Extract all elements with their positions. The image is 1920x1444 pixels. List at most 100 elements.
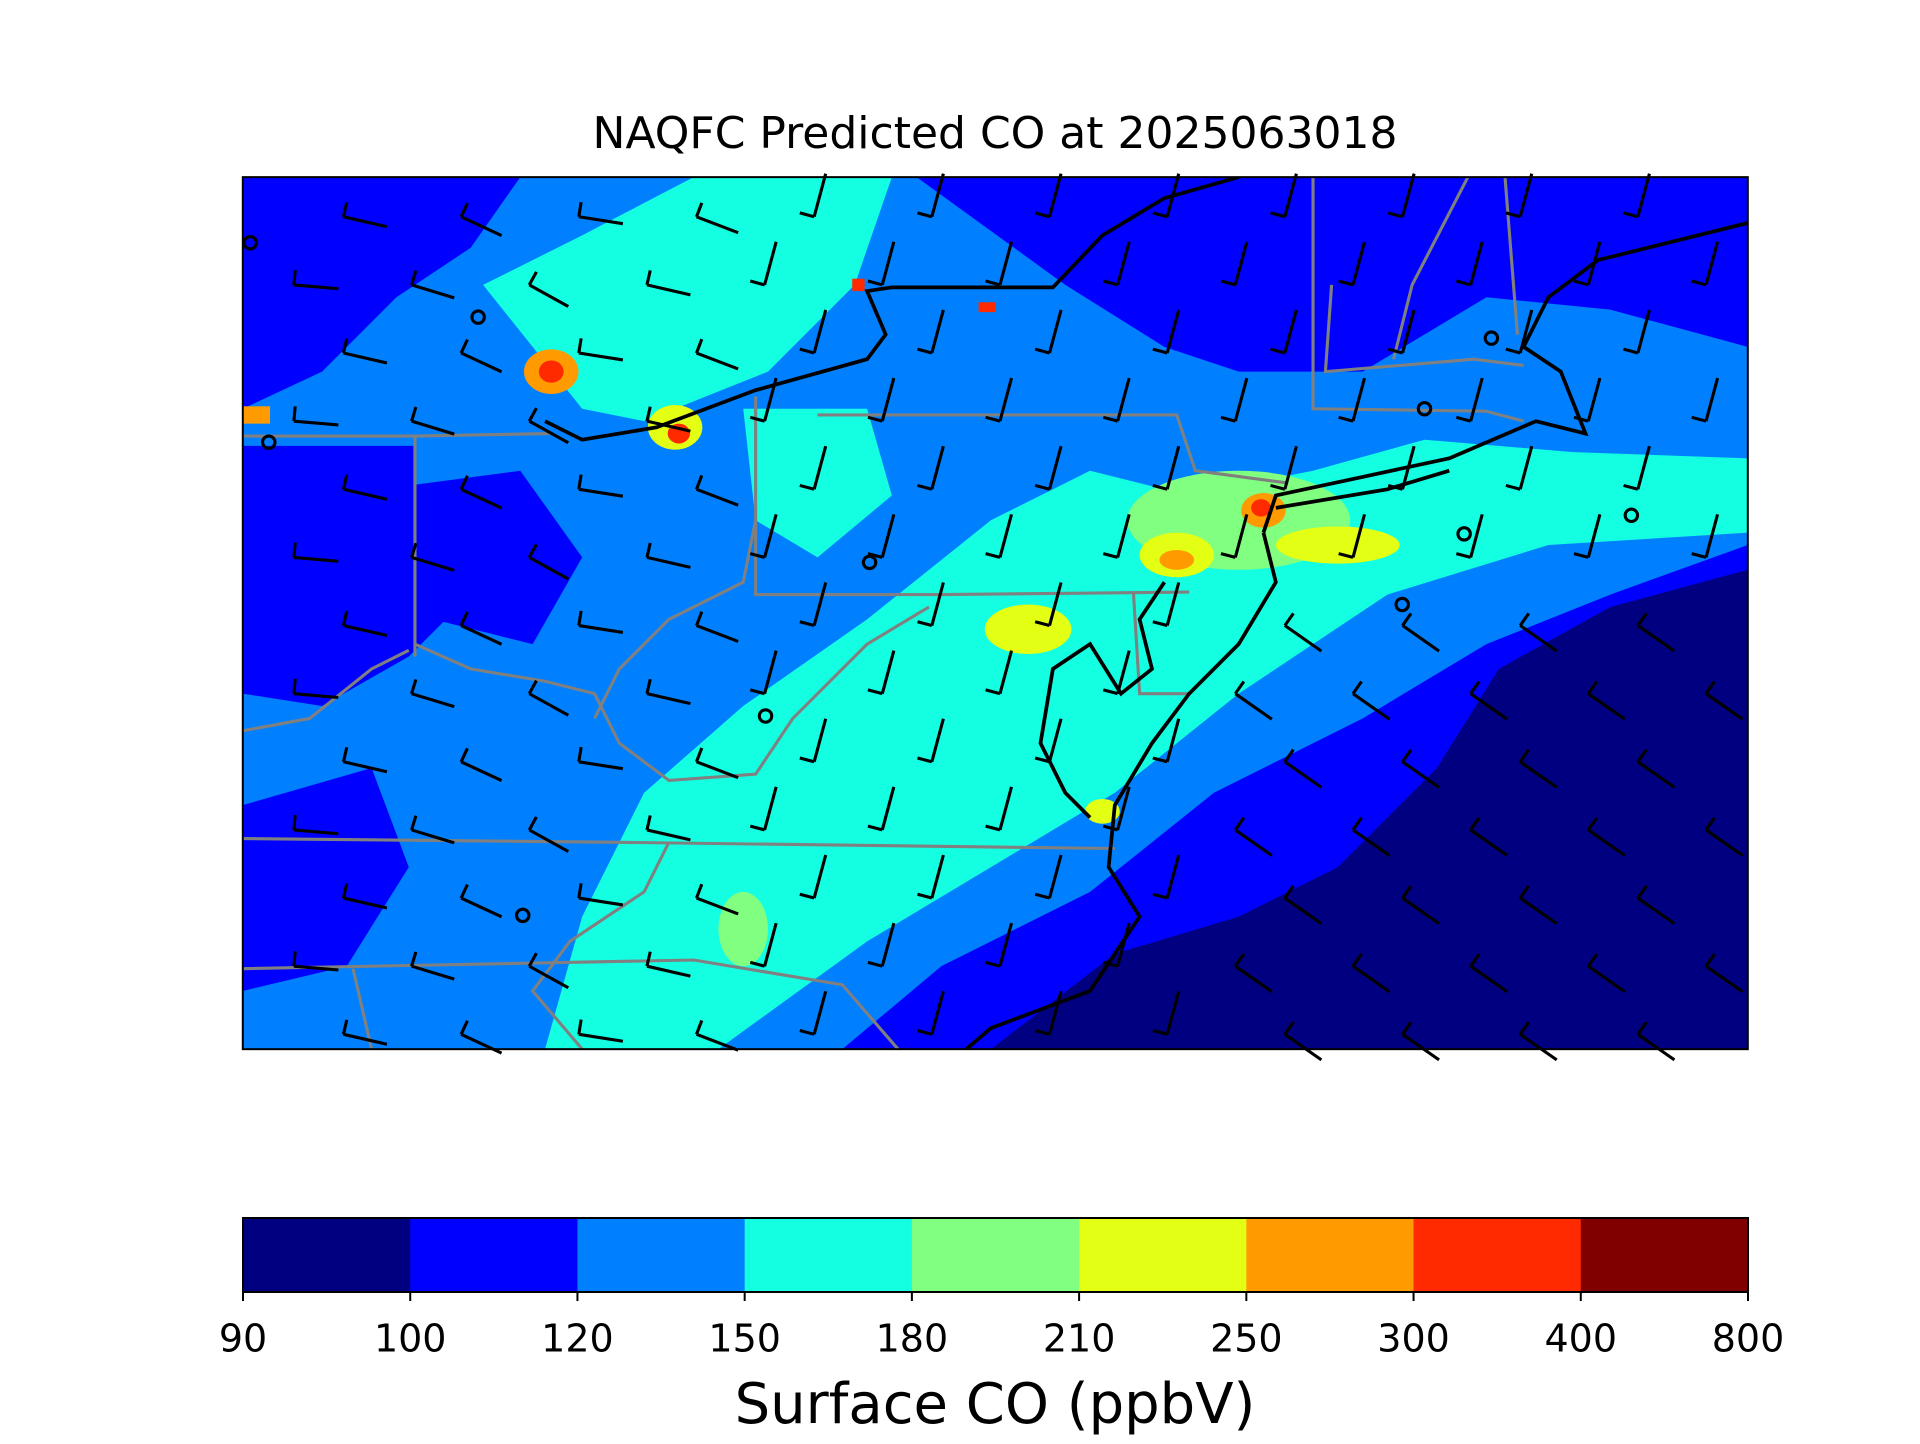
barb bbox=[578, 624, 624, 634]
barb bbox=[763, 513, 778, 558]
barb-flag bbox=[917, 756, 933, 764]
barb-flag bbox=[1152, 892, 1168, 900]
barb-flag bbox=[1505, 347, 1521, 355]
barb-flag bbox=[749, 688, 766, 696]
barb bbox=[528, 283, 570, 308]
barb-flag bbox=[292, 269, 297, 286]
barb bbox=[1704, 377, 1720, 422]
barb-flag bbox=[1220, 279, 1236, 287]
colorbar-bin bbox=[577, 1218, 746, 1292]
barb bbox=[1048, 854, 1063, 899]
barb-flag bbox=[1518, 884, 1531, 899]
barb-flag bbox=[1034, 756, 1050, 764]
barb bbox=[930, 173, 945, 218]
barb bbox=[1469, 692, 1509, 721]
barb-flag bbox=[1691, 552, 1707, 559]
barb-flag bbox=[1234, 816, 1246, 831]
barb bbox=[880, 377, 896, 422]
barb bbox=[1587, 828, 1626, 857]
colorbar-bin bbox=[1580, 1218, 1749, 1292]
barb-flag bbox=[1704, 953, 1716, 968]
barb-flag bbox=[917, 211, 933, 219]
barb-flag bbox=[292, 951, 297, 967]
barb bbox=[695, 351, 739, 371]
barb-flag bbox=[799, 756, 815, 764]
barb bbox=[763, 650, 778, 695]
barb-flag bbox=[1152, 347, 1168, 355]
barb bbox=[763, 922, 778, 967]
barb-flag bbox=[1587, 953, 1599, 968]
barb bbox=[998, 377, 1014, 422]
barb bbox=[293, 283, 339, 291]
barb bbox=[646, 555, 691, 569]
barb-flag bbox=[1234, 680, 1246, 695]
barb-flag bbox=[577, 883, 583, 899]
barb bbox=[695, 487, 739, 507]
barb bbox=[1116, 650, 1131, 695]
barb bbox=[880, 922, 896, 967]
barb bbox=[411, 828, 455, 845]
colorbar-bin bbox=[911, 1218, 1080, 1292]
barb-flag bbox=[1338, 415, 1354, 423]
barb bbox=[1401, 445, 1416, 490]
barb bbox=[578, 351, 624, 362]
barb bbox=[293, 555, 339, 563]
barb bbox=[1636, 173, 1651, 218]
barb bbox=[1116, 513, 1131, 558]
barb-flag bbox=[917, 1028, 933, 1036]
barb-flag bbox=[410, 542, 418, 558]
barb bbox=[998, 650, 1014, 695]
barb bbox=[1586, 513, 1602, 558]
colorbar-label: Surface CO (ppbV) bbox=[735, 1372, 1256, 1437]
barb-flag bbox=[799, 483, 815, 491]
barb-flag bbox=[410, 815, 418, 831]
barb-flag bbox=[341, 883, 349, 899]
barb bbox=[578, 1032, 624, 1043]
barb-flag bbox=[917, 892, 933, 900]
barb bbox=[646, 692, 691, 706]
barb-flag bbox=[867, 552, 883, 559]
barb bbox=[695, 760, 739, 780]
barb bbox=[695, 215, 739, 235]
barb-flag bbox=[1505, 211, 1521, 219]
barb-flag bbox=[1636, 884, 1648, 899]
barb bbox=[812, 445, 828, 490]
barb-flag bbox=[985, 279, 1001, 287]
barb bbox=[1048, 173, 1063, 218]
barb-flag bbox=[867, 415, 883, 423]
barb-flag bbox=[1469, 953, 1481, 968]
barb bbox=[695, 896, 739, 916]
barb-flag bbox=[985, 960, 1001, 968]
colorbar-tick-label: 100 bbox=[374, 1317, 447, 1361]
barb bbox=[1352, 692, 1391, 721]
barb-flag bbox=[459, 1020, 469, 1035]
colorbar-tick-label: 800 bbox=[1712, 1317, 1785, 1361]
barb bbox=[293, 419, 339, 427]
barb-flag bbox=[341, 746, 349, 763]
barb-flag bbox=[527, 679, 538, 695]
barb-flag bbox=[1034, 620, 1050, 628]
barb-flag bbox=[1518, 612, 1531, 627]
barb bbox=[930, 309, 945, 354]
barb-flag bbox=[1518, 748, 1531, 763]
barb-flag bbox=[799, 347, 815, 355]
barb bbox=[646, 828, 691, 842]
barb bbox=[1637, 760, 1676, 789]
barb-flag bbox=[459, 747, 469, 763]
barb bbox=[411, 555, 455, 572]
barb bbox=[1519, 1033, 1558, 1062]
barb-flag bbox=[645, 542, 652, 558]
barb-flag bbox=[1152, 620, 1168, 628]
barb bbox=[1469, 828, 1509, 857]
colorbar-tick-label: 90 bbox=[219, 1317, 267, 1361]
barb-flag bbox=[1387, 483, 1403, 491]
barb bbox=[812, 309, 828, 354]
barb bbox=[1401, 896, 1440, 925]
barb-flag bbox=[799, 892, 815, 900]
colorbar-bin bbox=[410, 1218, 578, 1292]
barb bbox=[578, 896, 624, 907]
barb bbox=[1469, 377, 1484, 422]
barb-flag bbox=[577, 610, 583, 626]
barb bbox=[930, 854, 945, 899]
map-frame bbox=[241, 176, 1749, 1051]
